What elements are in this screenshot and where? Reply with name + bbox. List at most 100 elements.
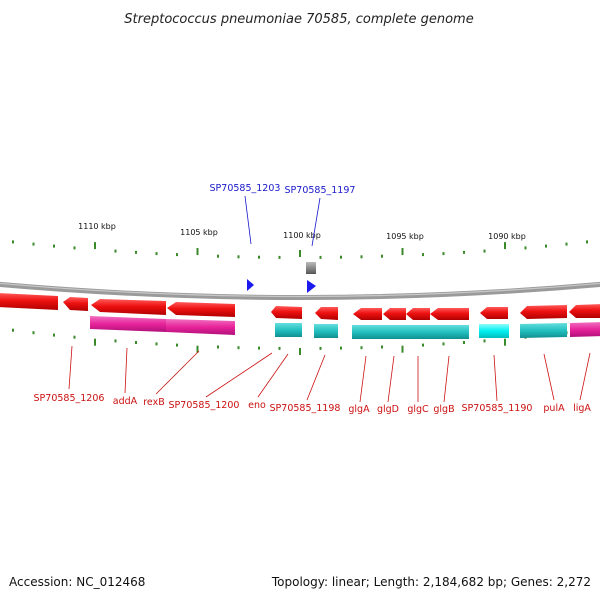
cds-arrow[interactable]	[383, 308, 406, 320]
minor-tick	[237, 346, 240, 350]
major-tick	[94, 338, 96, 346]
rna-bar[interactable]	[570, 322, 600, 337]
major-tick	[401, 345, 404, 353]
minor-tick	[12, 240, 14, 244]
minor-tick	[442, 252, 445, 256]
cds-arrow[interactable]	[480, 307, 508, 319]
minor-tick	[32, 242, 35, 246]
gene-label-sp70585-1198[interactable]: SP70585_1198	[270, 403, 341, 414]
gene-label-eno[interactable]: eno	[248, 400, 266, 411]
label-connector	[124, 347, 128, 394]
gene-label-glga[interactable]: glgA	[348, 404, 370, 415]
minor-tick	[73, 335, 76, 339]
minor-tick	[586, 240, 588, 244]
cds-arrow[interactable]	[91, 299, 166, 315]
minor-tick	[155, 342, 158, 346]
gene-label-pula[interactable]: pulA	[543, 403, 565, 414]
gene-label-glgb[interactable]: glgB	[433, 404, 454, 415]
major-tick	[401, 248, 404, 255]
minor-tick	[258, 255, 260, 259]
gene-label-sp70585-1203[interactable]: SP70585_1203	[210, 183, 281, 194]
major-tick	[196, 345, 199, 353]
rna-bar[interactable]	[520, 323, 567, 338]
gene-label-sp70585-1197[interactable]: SP70585_1197	[285, 185, 356, 196]
minor-tick	[565, 242, 568, 246]
cds-arrow[interactable]	[569, 304, 600, 318]
cds-arrow[interactable]	[271, 306, 302, 319]
minor-tick	[176, 343, 178, 347]
gene-label-sp70585-1206[interactable]: SP70585_1206	[34, 393, 105, 404]
minor-tick	[483, 249, 486, 253]
minor-tick	[360, 255, 363, 259]
minor-tick	[114, 339, 117, 343]
genome-stats-text: Topology: linear; Length: 2,184,682 bp; …	[271, 575, 591, 589]
cds-row	[0, 293, 600, 320]
cds-arrow[interactable]	[520, 305, 567, 319]
minor-tick	[340, 255, 342, 259]
minor-tick	[217, 254, 219, 258]
gene-label-glgc[interactable]: glgC	[407, 404, 429, 415]
scale-label-1105: 1105 kbp	[180, 228, 218, 237]
scale-label-1095: 1095 kbp	[386, 232, 424, 241]
cds-arrow[interactable]	[0, 293, 58, 310]
rna-bar[interactable]	[382, 325, 430, 339]
minor-tick	[524, 246, 527, 250]
major-tick	[94, 242, 96, 250]
rna-row	[90, 316, 600, 339]
gene-label-rexb[interactable]: rexB	[143, 397, 165, 408]
gene-label-adda[interactable]: addA	[113, 396, 138, 407]
label-connector	[387, 355, 395, 403]
minor-tick	[53, 244, 55, 248]
cds-arrow[interactable]	[430, 308, 469, 320]
small-feature-marker[interactable]	[307, 280, 316, 293]
major-tick	[299, 250, 301, 257]
minor-tick	[442, 342, 445, 346]
genome-backbone-highlight	[0, 282, 600, 298]
gene-label-glgd[interactable]: glgD	[377, 404, 399, 415]
minor-tick	[258, 346, 260, 350]
minor-tick	[422, 253, 424, 257]
scale-ticks-upper	[12, 240, 588, 259]
scale-label-1100: 1100 kbp	[283, 231, 321, 240]
minor-tick	[278, 346, 281, 350]
minor-tick	[340, 346, 342, 350]
cds-arrow[interactable]	[315, 307, 338, 320]
accession-text: Accession: NC_012468	[9, 575, 145, 589]
minor-tick	[545, 244, 547, 248]
label-connector	[543, 353, 555, 401]
rna-bar[interactable]	[166, 319, 235, 335]
label-connector	[311, 197, 321, 247]
minor-tick	[278, 255, 281, 259]
cds-arrow[interactable]	[167, 302, 235, 317]
small-feature-marker[interactable]	[247, 279, 254, 291]
gene-label-sp70585-1190[interactable]: SP70585_1190	[462, 403, 533, 414]
minor-tick	[381, 345, 383, 349]
minor-tick	[135, 341, 137, 344]
cds-arrow[interactable]	[406, 308, 430, 320]
rna-bar[interactable]	[314, 324, 338, 338]
map-title: Streptococcus pneumoniae 70585, complete…	[124, 12, 473, 27]
minor-tick	[463, 250, 465, 254]
minor-tick	[381, 254, 383, 258]
rna-bar[interactable]	[352, 325, 382, 339]
cds-arrow[interactable]	[353, 308, 382, 320]
gene-label-sp70585-1200[interactable]: SP70585_1200	[169, 400, 240, 411]
label-connector	[155, 350, 200, 395]
rna-bar[interactable]	[479, 324, 509, 338]
label-connector	[205, 352, 273, 398]
minor-tick	[422, 343, 424, 347]
gene-label-liga[interactable]: ligA	[573, 403, 591, 414]
grey-feature-marker[interactable]	[306, 262, 316, 274]
minor-tick	[463, 341, 465, 344]
rna-bar[interactable]	[90, 316, 166, 332]
major-tick	[299, 348, 301, 355]
minor-tick	[237, 255, 240, 259]
cds-arrow[interactable]	[63, 297, 88, 311]
scale-label-1110: 1110 kbp	[78, 222, 116, 231]
label-connector	[443, 355, 450, 403]
minor-tick	[155, 252, 158, 256]
rna-bar[interactable]	[275, 323, 302, 337]
rna-bar[interactable]	[430, 325, 469, 339]
minor-tick	[73, 246, 76, 250]
major-tick	[504, 242, 506, 250]
